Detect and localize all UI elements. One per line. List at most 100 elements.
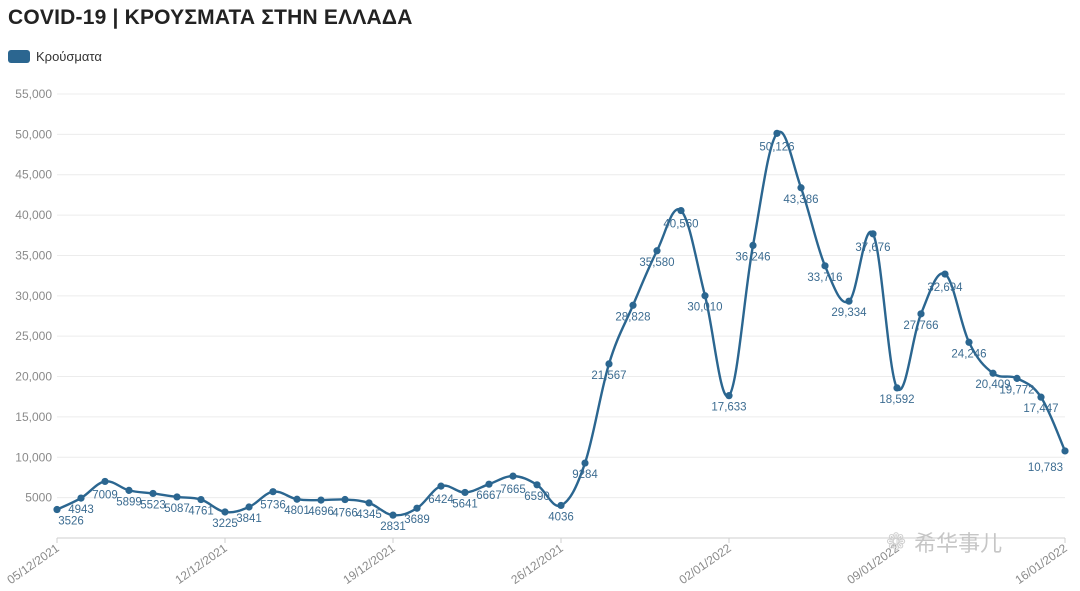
data-point[interactable] (1037, 393, 1045, 401)
y-tick-label: 5000 (25, 491, 52, 505)
data-point[interactable] (941, 270, 949, 278)
data-label: 6667 (476, 490, 502, 502)
data-label: 5736 (260, 500, 286, 512)
data-label: 21,567 (591, 370, 626, 382)
grid-lines (57, 93, 1065, 539)
data-point[interactable] (365, 499, 373, 507)
data-point[interactable] (1061, 447, 1069, 455)
data-point[interactable] (821, 262, 829, 270)
data-point[interactable] (989, 369, 997, 377)
data-label: 50,126 (759, 141, 794, 153)
data-point[interactable] (893, 384, 901, 392)
data-label: 37,676 (855, 242, 890, 254)
data-label: 3841 (236, 513, 262, 525)
x-tick-label: 19/12/2021 (340, 541, 397, 587)
data-point[interactable] (701, 292, 709, 300)
x-tick-label: 12/12/2021 (172, 541, 229, 587)
data-label: 7009 (92, 489, 118, 501)
data-label: 40,560 (663, 219, 698, 231)
data-point[interactable] (605, 360, 613, 368)
data-point[interactable] (197, 495, 205, 504)
data-point[interactable] (53, 505, 61, 514)
x-tick-label: 16/01/2022 (1012, 541, 1069, 587)
y-tick-label: 55,000 (15, 87, 52, 101)
data-point[interactable] (533, 481, 541, 489)
x-tick-label: 02/01/2022 (676, 541, 733, 587)
x-tick-label: 05/12/2021 (4, 541, 61, 587)
data-label: 5641 (452, 498, 478, 510)
y-axis: 5000 10,000 15,000 20,000 25,000 30,000 35,000… (15, 87, 52, 505)
data-point[interactable] (149, 489, 157, 498)
data-label: 35,580 (639, 257, 674, 269)
data-label: 4943 (68, 504, 94, 516)
watermark-text: 希华事儿 (914, 532, 1003, 557)
data-point[interactable] (77, 494, 85, 502)
data-label: 29,334 (831, 307, 867, 319)
data-label: 20,409 (975, 379, 1010, 391)
data-point[interactable] (581, 459, 589, 467)
data-label: 4036 (548, 511, 574, 523)
data-label: 3689 (404, 514, 430, 526)
data-label: 9284 (572, 469, 598, 481)
data-point[interactable] (341, 495, 349, 504)
data-label: 30,010 (687, 302, 722, 314)
data-point[interactable] (749, 241, 757, 249)
data-label: 6424 (428, 494, 454, 506)
data-point[interactable] (725, 392, 733, 400)
data-label: 17,633 (711, 402, 746, 414)
legend[interactable]: Κρούσματα (8, 49, 102, 64)
data-label: 4761 (188, 506, 214, 518)
y-tick-label: 15,000 (15, 410, 52, 424)
y-tick-label: 25,000 (15, 329, 52, 343)
data-label: 5899 (116, 496, 142, 508)
data-label: 19,772 (999, 384, 1034, 396)
data-label: 4345 (356, 509, 382, 521)
data-label: 3225 (212, 518, 238, 530)
data-label: 3526 (58, 516, 84, 528)
data-point[interactable] (461, 488, 469, 497)
data-point[interactable] (413, 504, 421, 512)
y-tick-label: 35,000 (15, 248, 52, 262)
data-point[interactable] (485, 480, 493, 488)
data-label: 24,246 (951, 348, 986, 360)
data-label: 4766 (332, 508, 358, 520)
data-point[interactable] (293, 495, 301, 503)
data-label: 4696 (308, 506, 334, 518)
data-point[interactable] (317, 496, 325, 504)
data-point[interactable] (917, 310, 925, 318)
data-point[interactable] (773, 129, 781, 137)
data-point[interactable] (845, 297, 853, 305)
data-point[interactable] (557, 501, 565, 510)
y-tick-label: 20,000 (15, 370, 52, 384)
data-point[interactable] (245, 503, 253, 511)
data-point[interactable] (509, 472, 517, 480)
watermark: ❁ 希华事儿 (886, 526, 1002, 558)
data-point[interactable] (437, 482, 445, 490)
data-point[interactable] (269, 488, 277, 496)
data-point[interactable] (101, 477, 109, 486)
data-label: 33,716 (807, 272, 842, 284)
data-point[interactable] (1013, 374, 1021, 382)
data-label: 32,694 (927, 282, 963, 294)
y-tick-label: 30,000 (15, 289, 52, 303)
data-point[interactable] (653, 247, 661, 255)
data-point[interactable] (389, 511, 397, 519)
data-point[interactable] (677, 206, 685, 215)
data-label: 27,766 (903, 320, 938, 332)
legend-label: Κρούσματα (36, 49, 102, 64)
data-label: 5523 (140, 499, 166, 511)
data-point[interactable] (797, 184, 805, 192)
data-point[interactable] (869, 230, 877, 238)
data-label: 7665 (500, 484, 526, 496)
data-label: 43,386 (783, 194, 818, 206)
y-tick-label: 40,000 (15, 208, 52, 222)
data-point[interactable] (125, 486, 133, 494)
data-label: 17,447 (1023, 403, 1058, 415)
data-point[interactable] (221, 508, 229, 516)
data-point[interactable] (173, 493, 181, 501)
data-point[interactable] (629, 301, 637, 309)
data-label: 36,246 (735, 251, 770, 263)
wechat-icon: ❁ (886, 528, 907, 556)
data-point[interactable] (965, 338, 973, 346)
